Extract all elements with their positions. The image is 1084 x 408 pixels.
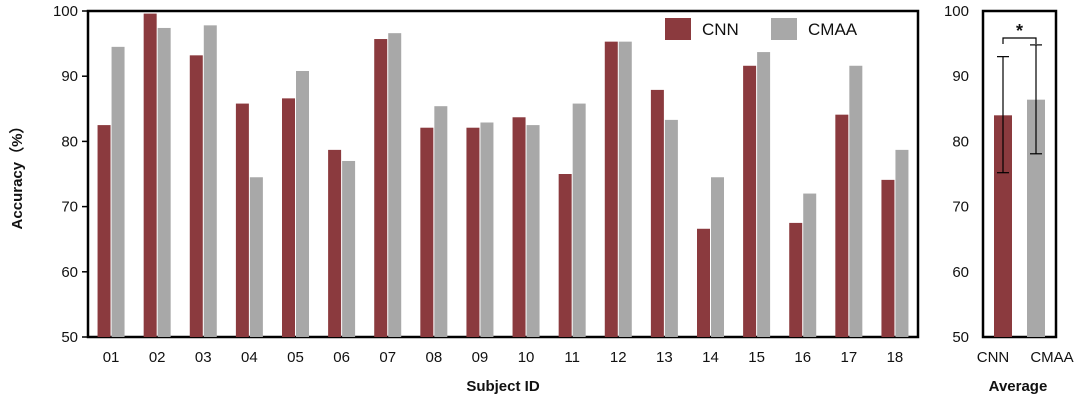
- bar-cmaa-18: [895, 149, 909, 337]
- y-tick-label: 60: [61, 264, 78, 281]
- bar-cnn-04: [235, 103, 249, 337]
- legend-label-cnn: CNN: [702, 20, 739, 39]
- bar-cnn-01: [97, 125, 111, 337]
- x-tick-label: 17: [840, 349, 857, 366]
- avg-y-tick-label: 50: [952, 329, 969, 346]
- x-tick-label: 10: [518, 349, 535, 366]
- avg-y-tick-label: 70: [952, 199, 969, 216]
- bar-cmaa-08: [434, 106, 448, 337]
- y-tick-label: 50: [61, 329, 78, 346]
- bar-cnn-09: [466, 127, 480, 337]
- bar-cnn-16: [789, 222, 803, 337]
- x-tick-label: 15: [748, 349, 765, 366]
- x-tick-label: 08: [425, 349, 442, 366]
- x-tick-label: 04: [241, 349, 258, 366]
- bar-cmaa-12: [618, 41, 632, 337]
- bar-cmaa-17: [849, 65, 863, 337]
- bar-cnn-13: [650, 89, 664, 337]
- main-plot-frame: [86, 9, 920, 339]
- x-tick-label: 11: [564, 349, 580, 366]
- bar-cmaa-04: [249, 177, 263, 337]
- avg-x-tick-label: CNN: [977, 349, 1010, 366]
- bar-cmaa-15: [757, 52, 771, 338]
- avg-y-tick-label: 60: [952, 264, 969, 281]
- y-tick-label: 100: [53, 3, 78, 20]
- avg-bar-cnn: [994, 115, 1012, 337]
- x-tick-label: 07: [379, 349, 396, 366]
- x-tick-label: 18: [887, 349, 904, 366]
- bar-cnn-12: [604, 41, 618, 337]
- x-tick-label: 09: [472, 349, 489, 366]
- significance-star: *: [1016, 21, 1023, 41]
- bar-cnn-17: [835, 114, 849, 337]
- legend-swatch-cnn: [665, 18, 691, 40]
- bar-cmaa-01: [111, 46, 125, 338]
- avg-y-tick-label: 90: [952, 68, 969, 85]
- x-tick-label: 01: [103, 349, 120, 366]
- bar-cmaa-14: [711, 177, 724, 337]
- bar-cmaa-07: [388, 33, 402, 337]
- bar-cnn-18: [881, 179, 895, 337]
- bar-cmaa-10: [526, 125, 540, 337]
- bar-cnn-11: [558, 174, 572, 337]
- bar-cnn-02: [143, 13, 157, 337]
- bar-cnn-03: [189, 55, 203, 337]
- legend-swatch-cmaa: [771, 18, 797, 40]
- x-tick-label: 03: [195, 349, 212, 366]
- bar-cmaa-02: [157, 27, 171, 338]
- avg-y-tick-label: 100: [944, 3, 969, 20]
- bar-cmaa-05: [296, 70, 309, 337]
- bar-cmaa-03: [203, 25, 217, 338]
- bar-cmaa-11: [572, 103, 586, 337]
- y-axis-title: Accuracy（%）: [8, 119, 26, 230]
- bar-cmaa-16: [803, 193, 817, 337]
- avg-x-tick-label: CMAA: [1030, 349, 1073, 366]
- x-tick-label: 06: [333, 349, 350, 366]
- average-plot-frame: [981, 9, 1058, 339]
- bar-cnn-06: [328, 149, 342, 337]
- avg-y-tick-label: 80: [952, 133, 969, 150]
- bar-cmaa-13: [664, 119, 678, 337]
- bar-cnn-07: [374, 39, 388, 337]
- x-tick-label: 02: [149, 349, 166, 366]
- x-tick-label: 12: [610, 349, 627, 366]
- legend-label-cmaa: CMAA: [808, 20, 858, 39]
- bar-cnn-05: [282, 98, 295, 337]
- bar-cnn-15: [743, 65, 757, 337]
- bar-cnn-08: [420, 127, 434, 337]
- bar-cnn-10: [512, 117, 526, 337]
- bar-cmaa-06: [342, 160, 356, 337]
- x-tick-label: 14: [702, 349, 719, 366]
- x-tick-label: 13: [656, 349, 673, 366]
- average-axis-title: Average: [989, 378, 1048, 395]
- x-tick-label: 16: [794, 349, 811, 366]
- significance-bracket: [1002, 37, 1037, 44]
- avg-bar-cmaa: [1027, 99, 1045, 337]
- x-tick-label: 05: [287, 349, 304, 366]
- x-axis-title: Subject ID: [466, 378, 540, 395]
- y-tick-label: 70: [61, 199, 78, 216]
- bar-cnn-14: [697, 228, 710, 337]
- y-tick-label: 80: [61, 133, 78, 150]
- bar-cmaa-09: [480, 122, 494, 337]
- y-tick-label: 90: [61, 68, 78, 85]
